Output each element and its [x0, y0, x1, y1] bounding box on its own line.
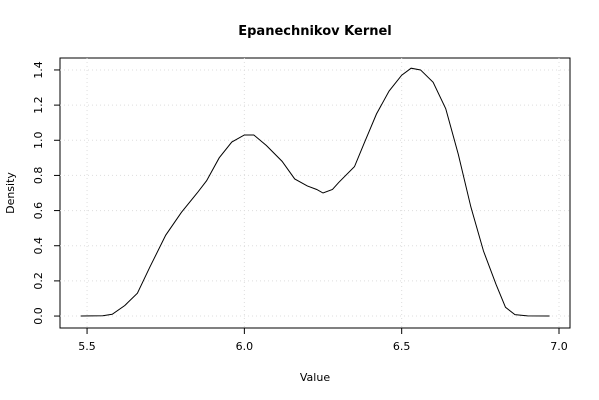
x-tick-label: 6.5 [393, 340, 411, 353]
y-tick-label: 1.0 [32, 132, 45, 150]
y-tick-label: 0.8 [32, 167, 45, 185]
y-tick-label: 1.4 [32, 61, 45, 79]
x-tick-label: 6.0 [236, 340, 254, 353]
y-tick-label: 0.4 [32, 237, 45, 255]
density-line [80, 67, 550, 317]
y-tick-label: 0.2 [32, 272, 45, 290]
y-tick-label: 0.6 [32, 202, 45, 220]
x-axis-label: Value [300, 371, 330, 384]
y-tick-label: 0.0 [32, 307, 45, 325]
chart-title: Epanechnikov Kernel [238, 24, 392, 39]
x-tick-label: 5.5 [78, 340, 96, 353]
y-tick-label: 1.2 [32, 96, 45, 114]
y-axis-label: Density [4, 172, 17, 214]
plot-box [59, 57, 571, 329]
x-tick-label: 7.0 [550, 340, 568, 353]
